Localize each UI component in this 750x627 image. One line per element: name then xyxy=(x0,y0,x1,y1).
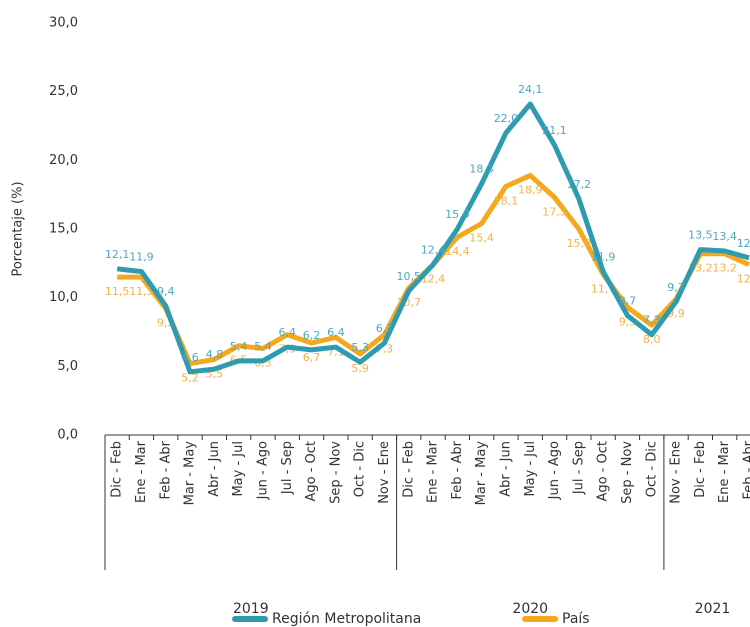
x-tick-label: Abr - Jun xyxy=(207,441,222,497)
x-tick-label: May - Jul xyxy=(523,441,538,497)
x-tick-label: Oct - Dic xyxy=(353,441,368,497)
data-label: 14,4 xyxy=(445,245,470,258)
x-tick-label: Sep - Nov xyxy=(620,441,635,504)
data-label: 13,2 xyxy=(712,262,737,275)
data-label: 24,1 xyxy=(518,83,543,96)
y-tick-label: 20,0 xyxy=(49,153,78,168)
x-tick-label: Feb - Abr xyxy=(158,440,173,499)
data-label: 5,9 xyxy=(351,362,369,375)
data-label: 6,2 xyxy=(303,329,321,342)
y-tick-label: 25,0 xyxy=(49,84,78,99)
data-label: 5,4 xyxy=(254,340,272,353)
data-label: 15,0 xyxy=(445,208,470,221)
x-tick-label: Oct - Dic xyxy=(644,441,659,497)
x-tick-label: Ago - Oct xyxy=(304,441,319,502)
data-label: 6,4 xyxy=(279,326,297,339)
data-label: 6,4 xyxy=(327,326,345,339)
x-tick-label: Dic - Feb xyxy=(110,441,125,498)
year-label: 2021 xyxy=(695,601,731,617)
y-tick-label: 5,0 xyxy=(57,359,78,374)
data-label: 22,0 xyxy=(494,112,519,125)
data-label: 5,2 xyxy=(181,372,199,385)
data-label: 12,1 xyxy=(105,248,130,261)
year-label: 2020 xyxy=(512,601,548,617)
x-tick-label: Ene - Mar xyxy=(717,440,732,503)
x-tick-label: Ene - Mar xyxy=(426,440,441,503)
legend-label: Región Metropolitana xyxy=(272,611,421,627)
x-tick-label: Abr - Jun xyxy=(498,441,513,497)
data-label: 12,4 xyxy=(421,273,446,286)
data-label: 5,3 xyxy=(351,341,369,354)
data-label: 12,9 xyxy=(737,237,750,250)
x-tick-label: Jun - Ago xyxy=(255,441,270,500)
x-tick-label: Nov - Ene xyxy=(377,441,392,504)
data-label: 9,7 xyxy=(667,281,685,294)
data-label: 17,3 xyxy=(542,205,567,218)
x-tick-label: May - Jul xyxy=(231,441,246,497)
x-tick-label: Mar - May xyxy=(474,441,489,506)
year-label: 2019 xyxy=(233,601,269,617)
x-tick-label: Jul - Sep xyxy=(571,441,586,495)
data-label: 4,8 xyxy=(206,348,224,361)
data-label: 8,7 xyxy=(619,295,637,308)
data-label: 8,0 xyxy=(643,333,661,346)
x-tick-label: Dic - Feb xyxy=(693,441,708,498)
data-label: 12,4 xyxy=(421,244,446,257)
x-tick-label: Feb - Abr xyxy=(450,440,465,499)
data-label: 18,1 xyxy=(494,194,519,207)
data-label: 15,4 xyxy=(469,232,494,245)
data-label: 11,9 xyxy=(591,251,616,264)
x-tick-label: Jul - Sep xyxy=(280,441,295,495)
line-series xyxy=(116,101,750,375)
data-label: 10,5 xyxy=(397,270,422,283)
y-tick-label: 0,0 xyxy=(57,428,78,443)
x-tick-label: Dic - Feb xyxy=(401,441,416,498)
data-label: 11,5 xyxy=(129,285,154,298)
data-label: 5,4 xyxy=(230,340,248,353)
x-tick-label: Ene - Mar xyxy=(134,440,149,503)
y-axis-label: Porcentaje (%) xyxy=(11,181,26,276)
data-label: 9,4 xyxy=(157,285,175,298)
data-label: 13,4 xyxy=(712,230,737,243)
data-label: 17,2 xyxy=(567,178,592,191)
x-tick-label: Sep - Nov xyxy=(328,441,343,504)
data-label: 18,9 xyxy=(518,183,543,196)
y-tick-label: 10,0 xyxy=(49,290,78,305)
x-tick-label: Nov - Ene xyxy=(669,441,684,504)
x-tick-label: Ago - Oct xyxy=(596,441,611,502)
data-label: 15,0 xyxy=(567,237,592,250)
data-label: 11,9 xyxy=(129,251,154,264)
x-tick-label: Jun - Ago xyxy=(547,441,562,500)
data-label: 7,3 xyxy=(643,314,661,327)
data-label: 11,5 xyxy=(105,285,130,298)
y-tick-label: 30,0 xyxy=(49,16,78,31)
data-label: 21,1 xyxy=(542,124,567,137)
legend-label: País xyxy=(562,611,590,627)
data-label: 12,4 xyxy=(737,273,750,286)
data-label: 6,7 xyxy=(376,322,394,335)
data-label: 13,5 xyxy=(688,229,713,242)
data-label: 6,7 xyxy=(303,351,321,364)
data-label: 4,6 xyxy=(181,351,199,364)
x-tick-label: Feb - Abr xyxy=(741,440,750,499)
data-label: 18,3 xyxy=(469,163,494,176)
y-tick-label: 15,0 xyxy=(49,222,78,237)
x-tick-label: Mar - May xyxy=(183,441,198,506)
